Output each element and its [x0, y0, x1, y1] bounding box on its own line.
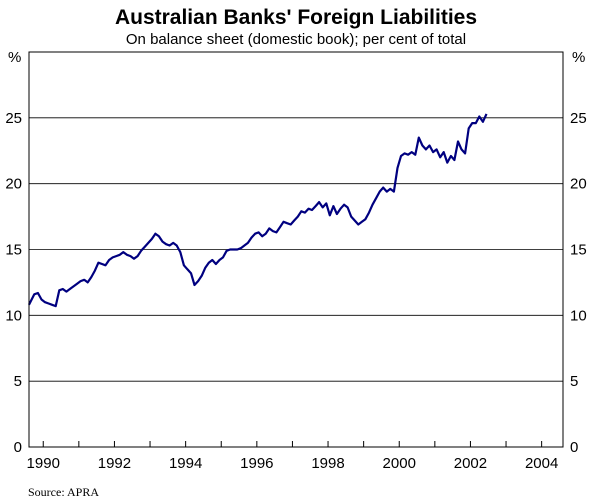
x-ticks [42, 441, 543, 447]
x-tick-label: 1996 [240, 455, 273, 472]
y-tick-label-right: 0 [570, 439, 578, 456]
y-tick-label-left: 0 [14, 439, 22, 456]
plot-frame [28, 51, 564, 448]
y-tick-label-left: 15 [5, 242, 22, 259]
x-tick-label: 1990 [27, 455, 60, 472]
y-tick-label-right: 25 [570, 110, 587, 127]
source-note: Source: APRA [28, 485, 99, 499]
y-tick-label-right: 10 [570, 307, 587, 324]
y-tick-label-left: 5 [14, 373, 22, 390]
y-tick-label-left: 20 [5, 176, 22, 193]
series [28, 113, 488, 308]
x-tick-labels: 1990 1992 1994 1996 1998 2000 2002 2004 [27, 455, 559, 472]
gridlines [29, 117, 563, 382]
y-tick-label-left: 25 [5, 110, 22, 127]
x-tick-label: 1994 [169, 455, 202, 472]
chart-subtitle: On balance sheet (domestic book); per ce… [126, 31, 466, 48]
x-tick-label: 1992 [98, 455, 131, 472]
y-tick-label-right: 20 [570, 176, 587, 193]
x-tick-label: 2004 [525, 455, 558, 472]
left-unit-label: % [8, 49, 21, 66]
chart-title: Australian Banks' Foreign Liabilities [115, 6, 477, 29]
x-tick-label: 2002 [454, 455, 487, 472]
x-tick-label: 2000 [383, 455, 416, 472]
y-tick-label-left: 10 [5, 307, 22, 324]
right-unit-label: % [572, 49, 585, 66]
x-tick-label: 1998 [311, 455, 344, 472]
y-tick-labels: 0 0 5 5 10 10 15 15 20 20 25 25 [5, 110, 586, 456]
y-tick-label-right: 5 [570, 373, 578, 390]
y-tick-label-right: 15 [570, 242, 587, 259]
series-line [28, 113, 488, 308]
